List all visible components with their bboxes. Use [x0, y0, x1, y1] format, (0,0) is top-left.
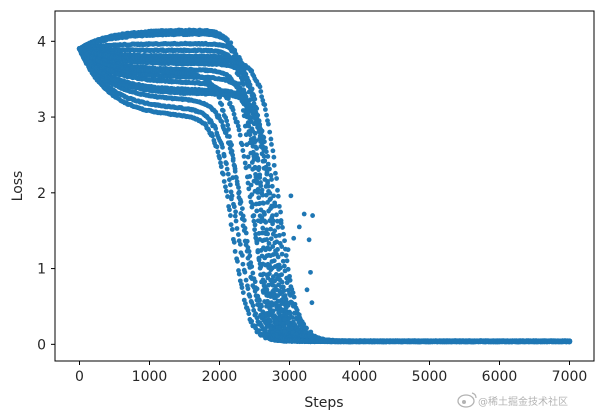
- data-point: [246, 186, 252, 192]
- data-point: [240, 148, 246, 153]
- data-point: [272, 228, 278, 234]
- data-point: [275, 254, 281, 260]
- data-point: [243, 165, 249, 171]
- data-point: [254, 152, 259, 158]
- data-point: [268, 226, 273, 232]
- data-point: [262, 237, 267, 243]
- data-point: [279, 308, 284, 314]
- data-point: [256, 167, 261, 173]
- data-point: [247, 194, 253, 200]
- data-point: [252, 227, 257, 233]
- data-point: [258, 264, 264, 270]
- data-point: [268, 236, 274, 242]
- data-point: [263, 247, 268, 253]
- data-point: [258, 219, 264, 225]
- data-point: [279, 279, 285, 285]
- data-point: [259, 272, 265, 278]
- data-point: [256, 255, 262, 261]
- data-point: [255, 248, 261, 253]
- data-point: [284, 320, 290, 326]
- data-point: [265, 231, 271, 237]
- data-point: [279, 272, 285, 278]
- data-point: [250, 128, 256, 134]
- data-points: [76, 27, 573, 345]
- data-point: [251, 218, 257, 224]
- data-point: [258, 180, 263, 185]
- data-point: [263, 288, 269, 294]
- data-point: [267, 246, 273, 252]
- data-point: [225, 37, 230, 42]
- data-point: [248, 199, 254, 205]
- data-point: [249, 86, 255, 92]
- data-point: [230, 107, 236, 113]
- data-point: [268, 253, 273, 259]
- data-point: [237, 132, 243, 138]
- data-point: [275, 293, 281, 298]
- data-point: [258, 207, 264, 213]
- data-point: [250, 213, 256, 219]
- data-point: [267, 271, 272, 277]
- data-point: [239, 142, 245, 148]
- data-point: [236, 127, 242, 133]
- data-point: [266, 240, 272, 246]
- data-point: [259, 187, 265, 193]
- data-point: [245, 154, 251, 160]
- data-point: [228, 40, 234, 46]
- data-point: [275, 247, 280, 252]
- data-point: [255, 157, 261, 163]
- data-point: [242, 160, 248, 166]
- data-point: [255, 187, 261, 192]
- data-point: [240, 82, 246, 87]
- data-point: [275, 298, 281, 304]
- data-point: [252, 222, 258, 228]
- data-point: [252, 139, 258, 145]
- data-point: [245, 180, 251, 186]
- data-point: [245, 174, 250, 180]
- data-point: [257, 172, 263, 178]
- data-point: [269, 259, 275, 264]
- data-point: [261, 200, 266, 206]
- plot-area: [54, 10, 595, 362]
- data-point: [269, 265, 275, 271]
- data-point: [231, 111, 237, 117]
- data-point: [241, 154, 247, 159]
- data-point: [264, 292, 270, 298]
- data-point: [264, 227, 270, 233]
- data-point: [281, 288, 287, 294]
- data-point: [274, 320, 279, 326]
- data-point: [260, 277, 266, 283]
- data-point: [274, 287, 280, 293]
- data-point: [270, 218, 276, 224]
- data-point: [254, 238, 260, 244]
- data-point: [262, 158, 268, 164]
- data-point: [263, 192, 269, 198]
- data-point: [260, 192, 266, 198]
- data-point: [247, 82, 253, 88]
- data-point: [265, 298, 270, 304]
- data-point: [253, 144, 258, 150]
- data-point: [272, 278, 278, 284]
- data-point: [227, 100, 233, 106]
- data-point: [251, 135, 257, 141]
- data-point: [262, 211, 267, 217]
- data-point: [253, 171, 258, 177]
- data-point: [252, 96, 258, 102]
- data-point: [254, 208, 260, 214]
- data-point: [263, 219, 269, 225]
- data-point: [249, 204, 255, 210]
- data-point: [270, 274, 276, 280]
